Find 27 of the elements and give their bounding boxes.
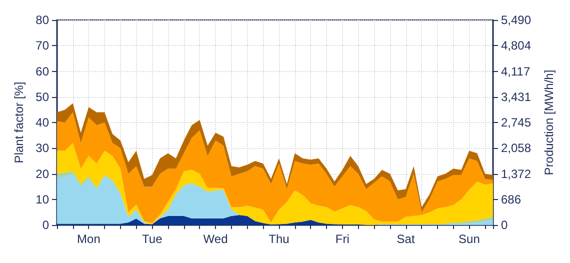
x-tick-label: Wed bbox=[203, 232, 228, 246]
y2-tick-label: 4,117 bbox=[501, 64, 530, 78]
y-tick-label: 10 bbox=[36, 192, 50, 206]
y-tick-label: 80 bbox=[36, 13, 50, 27]
y-tick-label: 60 bbox=[36, 64, 50, 78]
y-axis-title: Plant factor [%] bbox=[12, 82, 26, 164]
x-tick-label: Sun bbox=[458, 232, 480, 246]
y2-tick-label: 2,058 bbox=[501, 141, 532, 156]
x-tick-label: Thu bbox=[268, 232, 290, 246]
y-tick-label: 50 bbox=[36, 90, 50, 104]
y2-tick-label: 2,745 bbox=[501, 116, 532, 130]
y2-tick-label: 1,372 bbox=[501, 166, 532, 181]
y-tick-label: 30 bbox=[36, 141, 50, 156]
y-tick-label: 70 bbox=[36, 38, 50, 53]
y2-axis-title: Production [MWh/h] bbox=[542, 70, 556, 176]
x-tick-label: Tue bbox=[142, 232, 163, 246]
x-tick-label: Fri bbox=[335, 232, 350, 246]
x-tick-label: Sat bbox=[396, 232, 416, 246]
y2-tick-label: 3,431 bbox=[501, 90, 532, 104]
y2-tick-label: 4,804 bbox=[501, 38, 532, 53]
y2-tick-label: 686 bbox=[501, 192, 522, 206]
y2-tick-label: 0 bbox=[501, 218, 508, 232]
x-tick-label: Mon bbox=[77, 232, 100, 246]
y-tick-label: 0 bbox=[42, 218, 50, 232]
y-tick-label: 20 bbox=[36, 166, 50, 181]
y2-tick-label: 5,490 bbox=[501, 13, 532, 27]
y-tick-label: 40 bbox=[36, 116, 50, 130]
